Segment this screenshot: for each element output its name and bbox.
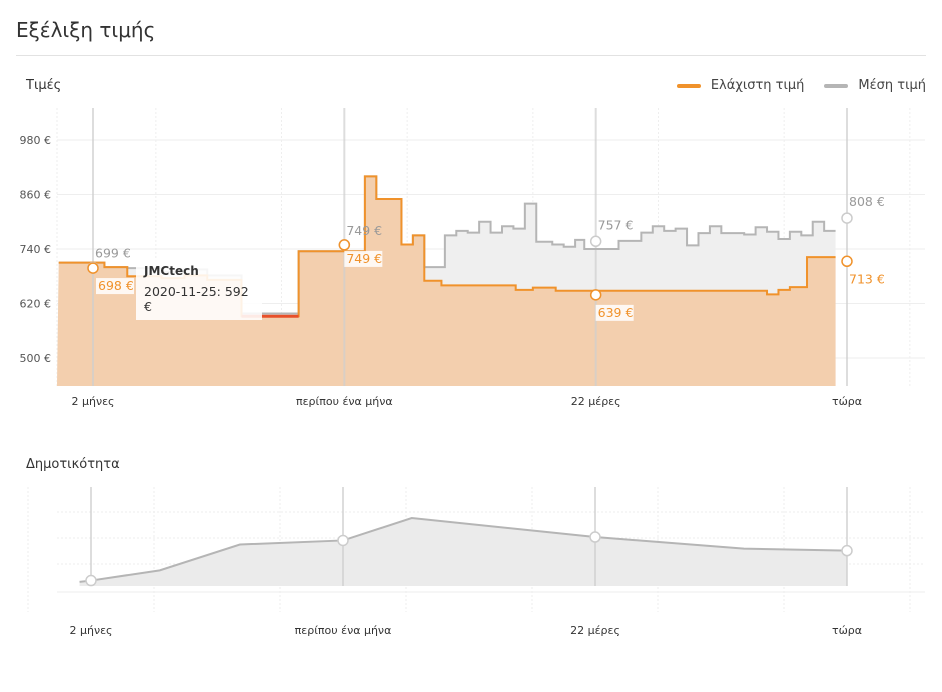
pop-x-tick-label: 2 μήνες — [69, 624, 112, 637]
y-tick-label: 860 € — [20, 189, 52, 202]
x-tick-label: 2 μήνες — [71, 395, 114, 408]
x-tick-label: τώρα — [832, 395, 862, 408]
price-chart-legend: Ελάχιστη τιμή Μέση τιμή — [657, 78, 926, 93]
y-tick-label: 740 € — [20, 243, 52, 256]
pop-x-tick-label: τώρα — [832, 624, 862, 637]
tooltip-title: JMCtech — [144, 264, 199, 278]
tooltip-text: 2020-11-25: 592 € — [144, 284, 249, 314]
y-tick-label: 980 € — [20, 134, 52, 147]
min-price-label: 639 € — [598, 305, 634, 320]
price-chart[interactable]: 980 € 860 € 740 € 620 € 500 € 2 μήνες περίπου … — [0, 0, 942, 420]
min-price-label: 749 € — [346, 251, 382, 266]
avg-price-label: 808 € — [849, 194, 885, 209]
min-price-label: 698 € — [98, 278, 134, 293]
min-price-label-bg — [96, 278, 134, 295]
pop-x-tick-label: 22 μέρες — [570, 624, 620, 637]
price-tooltip: JMCtech 2020-11-25: 592 € — [136, 258, 262, 320]
avg-price-label: 699 € — [95, 246, 131, 261]
legend-swatch-avg-price — [824, 83, 849, 88]
min-price-label-bg — [344, 250, 383, 267]
x-tick-label: περίπου ένα μήνα — [296, 395, 393, 408]
legend-item-avg-price[interactable]: Μέση τιμή — [824, 78, 926, 93]
popularity-marker — [589, 531, 601, 543]
avg-price-label: 749 € — [346, 223, 382, 238]
avg-price-marker — [841, 212, 853, 224]
page-title: Εξέλιξη τιμής — [16, 18, 156, 42]
popularity-marker — [85, 574, 97, 587]
popularity-marker — [841, 544, 853, 557]
min-price-marker — [841, 255, 853, 268]
min-price-label-bg — [595, 304, 634, 321]
y-tick-label: 500 € — [20, 352, 52, 365]
popularity-area — [79, 518, 847, 586]
legend-swatch-min-price — [676, 83, 701, 88]
legend-label-min-price: Ελάχιστη τιμή — [710, 78, 805, 93]
price-chart-label: Τιμές — [26, 78, 62, 93]
popularity-chart-label: Δημοτικότητα — [26, 457, 120, 472]
avg-price-marker — [589, 235, 602, 248]
min-price-label: 713 € — [849, 271, 885, 286]
title-divider — [16, 55, 926, 56]
y-tick-label: 620 € — [20, 298, 52, 311]
min-price-marker — [589, 289, 602, 301]
min-price-marker — [338, 239, 351, 251]
min-price-marker — [87, 262, 99, 274]
pop-x-tick-label: περίπου ένα μήνα — [295, 624, 392, 637]
legend-label-avg-price: Μέση τιμή — [858, 78, 926, 93]
x-tick-label: 22 μέρες — [571, 395, 621, 408]
min-price-area — [57, 176, 836, 386]
legend-item-min-price[interactable]: Ελάχιστη τιμή — [676, 78, 805, 93]
avg-price-label: 757 € — [598, 217, 634, 232]
popularity-marker — [337, 534, 349, 547]
